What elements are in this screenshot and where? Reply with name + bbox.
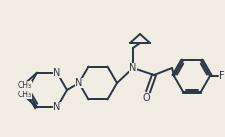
Text: N: N [75,78,82,88]
Text: F: F [218,71,224,81]
Text: CH₃: CH₃ [18,90,32,99]
Text: N: N [53,102,61,112]
Text: O: O [142,93,149,103]
Text: CH₃: CH₃ [18,81,32,90]
Text: N: N [53,68,61,78]
Text: N: N [129,63,136,73]
